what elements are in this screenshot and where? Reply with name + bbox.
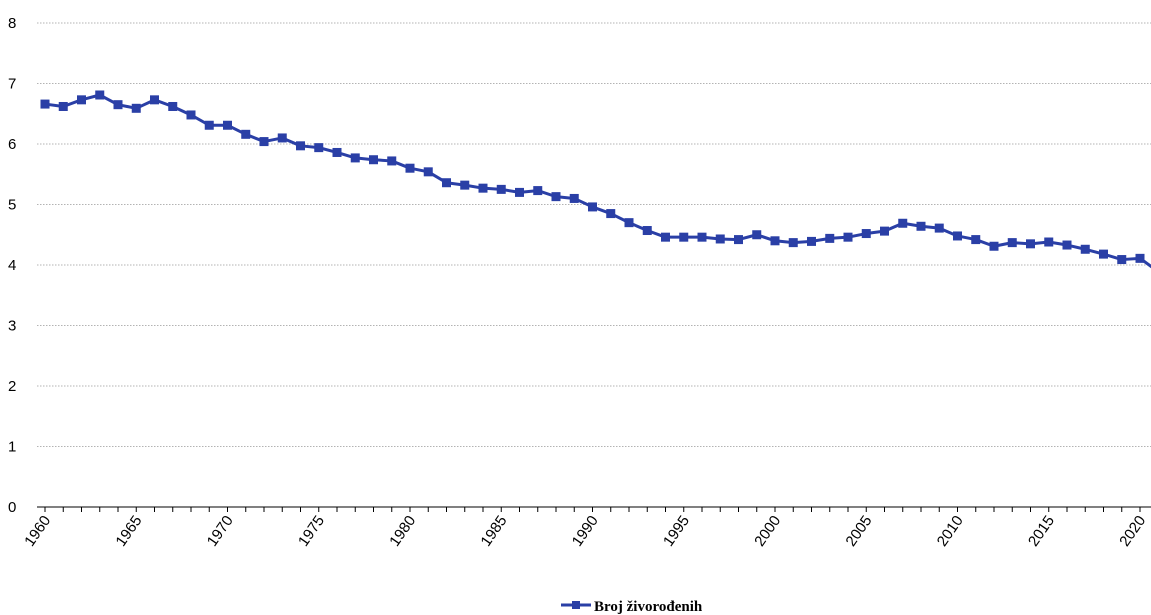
data-point-marker (971, 235, 981, 245)
data-point-marker (40, 99, 50, 109)
data-point-marker (989, 241, 999, 251)
data-point-marker (898, 218, 908, 228)
x-tick-label: 1975 (295, 513, 328, 550)
data-point-marker (807, 236, 816, 246)
data-point-marker (369, 155, 378, 165)
data-point-marker (825, 233, 835, 243)
y-tick-label: 3 (8, 318, 16, 335)
y-tick-label: 0 (8, 499, 16, 516)
data-point-marker (953, 231, 962, 241)
data-point-marker (314, 143, 324, 153)
data-point-marker (113, 100, 123, 110)
data-point-marker (387, 156, 397, 166)
data-point-marker (186, 110, 196, 120)
x-tick-label: 1960 (21, 513, 54, 550)
y-axis-tick-labels: 0 1 2 3 4 5 6 7 8 (8, 15, 16, 516)
x-tick-label: 1995 (660, 513, 693, 550)
x-tick-label: 2015 (1025, 513, 1058, 550)
y-tick-label: 7 (8, 76, 16, 93)
data-point-marker (296, 141, 305, 151)
data-point-marker (168, 101, 178, 111)
data-point-marker (1117, 255, 1127, 265)
data-point-marker (788, 238, 798, 248)
x-tick-label: 2005 (842, 513, 875, 550)
y-tick-label: 5 (8, 197, 16, 214)
x-tick-label: 2010 (934, 513, 967, 550)
data-point-marker (496, 184, 506, 194)
data-point-marker (241, 129, 251, 139)
data-point-marker (880, 226, 889, 236)
x-tick-label: 1970 (204, 513, 237, 550)
legend-label: Broj živorođenih (594, 599, 703, 615)
data-point-marker (697, 232, 707, 242)
data-point-marker (1026, 239, 1035, 249)
data-point-marker (679, 232, 689, 242)
x-tick-label: 1990 (569, 513, 602, 550)
data-point-marker (934, 223, 944, 233)
data-point-marker (150, 95, 159, 105)
data-point-marker (606, 209, 616, 219)
x-tick-label: 2020 (1116, 513, 1149, 550)
x-tick-label: 1965 (112, 513, 145, 550)
data-point-marker (1099, 249, 1108, 259)
data-point-marker (95, 90, 105, 100)
data-point-marker (223, 120, 232, 130)
data-point-marker (58, 101, 68, 111)
data-point-marker (569, 193, 579, 203)
data-point-marker (350, 153, 360, 163)
y-tick-label: 4 (8, 257, 16, 274)
series-layer (40, 90, 1151, 269)
x-tick-label: 1985 (477, 513, 510, 550)
y-tick-label: 8 (8, 15, 16, 32)
data-point-marker (770, 236, 780, 246)
data-point-marker (332, 147, 342, 157)
data-point-marker (423, 167, 433, 177)
y-tick-label: 6 (8, 136, 16, 153)
data-point-marker (277, 133, 287, 143)
data-point-marker (1135, 253, 1145, 263)
legend-square-marker (572, 601, 580, 609)
data-point-marker (405, 163, 415, 173)
gridlines (37, 22, 1151, 447)
data-point-marker (478, 183, 488, 193)
data-point-marker (131, 103, 141, 113)
data-point-marker (752, 230, 762, 240)
data-point-marker (1007, 238, 1017, 248)
data-point-marker (734, 235, 743, 245)
data-point-marker (1062, 240, 1072, 250)
data-point-marker (442, 178, 451, 188)
legend: Broj živorođenih (561, 599, 703, 615)
data-point-marker (515, 187, 524, 197)
data-point-marker (259, 137, 269, 147)
data-point-marker (551, 192, 561, 202)
data-point-marker (1044, 237, 1054, 247)
data-point-marker (916, 221, 926, 231)
data-point-marker (861, 229, 871, 239)
data-point-marker (533, 186, 543, 196)
y-tick-label: 2 (8, 378, 16, 395)
data-point-marker (204, 120, 214, 130)
x-tick-label: 2000 (751, 513, 784, 550)
data-point-marker (624, 218, 634, 228)
data-point-marker (715, 234, 725, 244)
data-point-marker (460, 180, 470, 190)
x-tick-label: 1980 (386, 513, 419, 550)
x-axis: 1960 1965 1970 1975 1980 1985 1990 1995 2000 2005… (21, 506, 1151, 550)
data-point-marker (1080, 244, 1090, 254)
data-point-marker (661, 232, 670, 242)
data-point-marker (642, 226, 652, 236)
data-point-marker (843, 232, 853, 242)
y-tick-label: 1 (8, 439, 16, 456)
data-point-marker (77, 95, 86, 105)
data-point-marker (588, 202, 597, 212)
